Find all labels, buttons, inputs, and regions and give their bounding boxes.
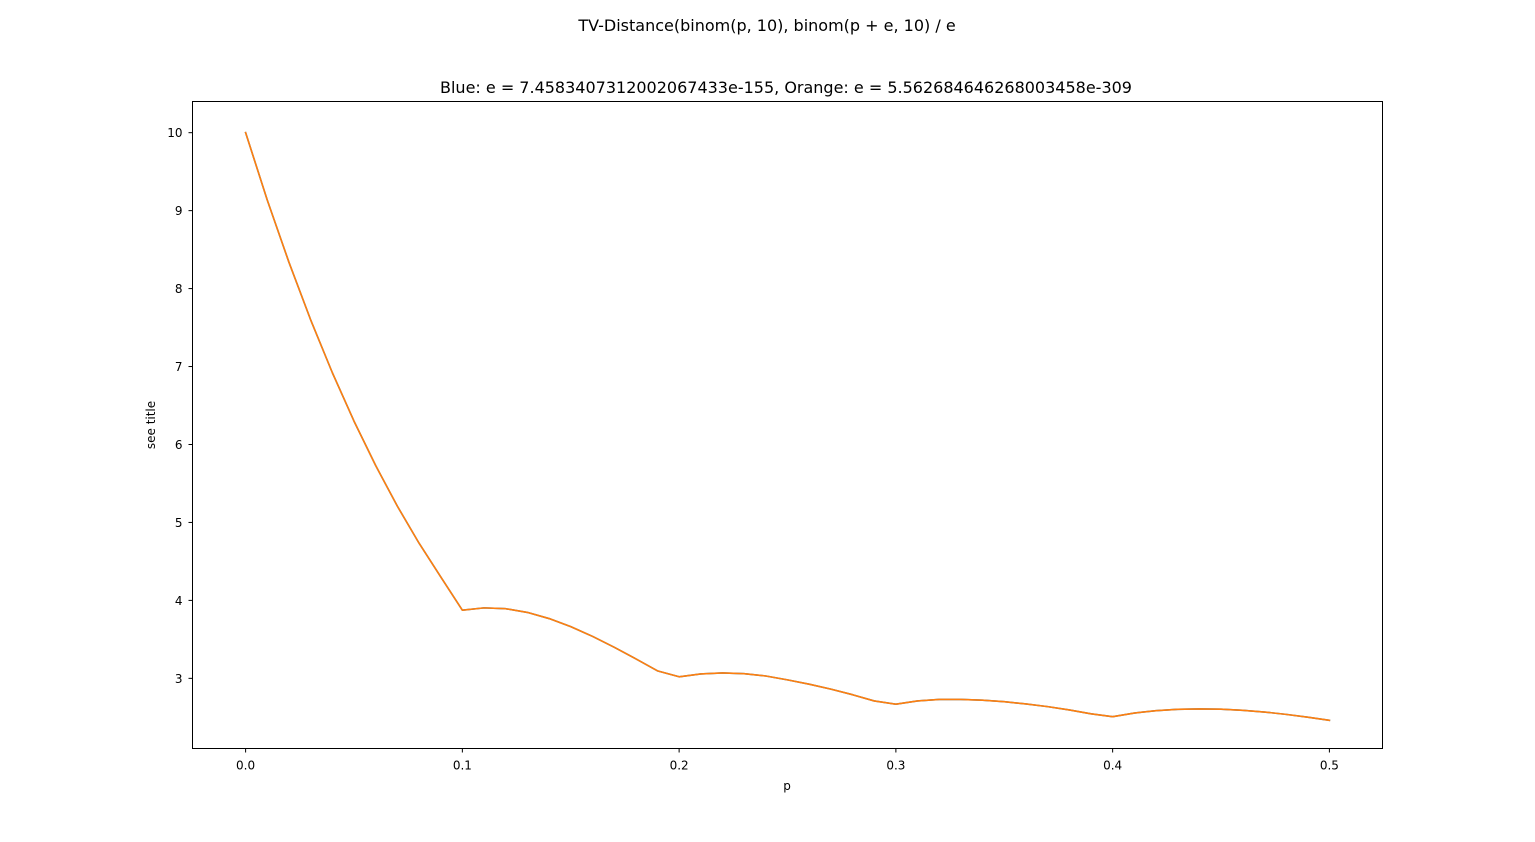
series-line-1	[244, 131, 1331, 722]
x-tick-label: 0.3	[886, 759, 905, 773]
y-tick-label: 10	[167, 126, 182, 140]
figure-suptitle: TV-Distance(binom(p, 10), binom(p + e, 1…	[577, 16, 955, 35]
y-tick-label: 7	[175, 360, 183, 374]
x-tick-label: 0.1	[453, 759, 472, 773]
y-tick-label: 9	[175, 204, 183, 218]
y-axis: 3 4 5 6 7 8 9 10	[167, 126, 193, 686]
x-tick-label: 0.4	[1103, 759, 1122, 773]
x-axis: 0.0 0.1 0.2 0.3 0.4 0.5	[236, 748, 1339, 773]
y-tick-label: 5	[175, 516, 183, 530]
x-tick-label: 0.0	[236, 759, 255, 773]
x-tick-label: 0.5	[1320, 759, 1339, 773]
y-axis-label: see title	[144, 401, 158, 449]
y-tick-label: 8	[175, 282, 183, 296]
axes-frame	[192, 101, 1383, 749]
y-tick-label: 4	[175, 594, 183, 608]
series-line-2	[244, 131, 1331, 722]
x-tick-label: 0.2	[670, 759, 689, 773]
y-tick-label: 3	[175, 672, 183, 686]
y-tick-label: 6	[175, 438, 183, 452]
chart-title: Blue: e = 7.4583407312002067433e-155, Or…	[440, 78, 1132, 97]
x-axis-label: p	[783, 779, 791, 793]
series-layer	[244, 131, 1331, 722]
